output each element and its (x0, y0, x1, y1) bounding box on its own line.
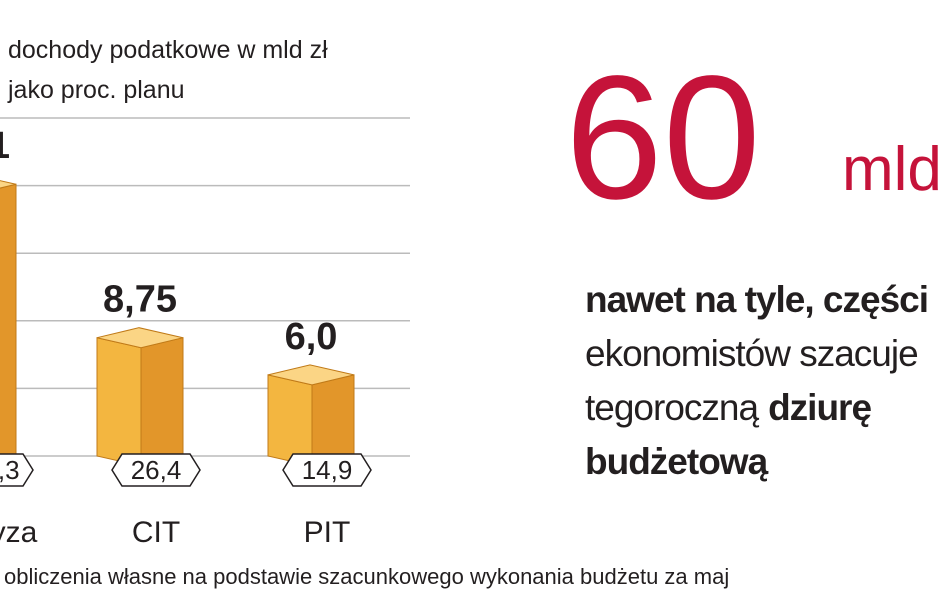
value-label: 20,1 (0, 125, 10, 167)
legend-amount: dochody podatkowe w mld zł (8, 36, 328, 64)
value-label: 8,75 (103, 279, 177, 321)
bar-side (0, 183, 17, 461)
value-label: 6,0 (285, 316, 338, 358)
percent-tag (111, 453, 201, 487)
legend-percent: jako proc. planu (7, 76, 185, 104)
percent-tag (0, 453, 34, 487)
bar-side (140, 337, 184, 467)
bar-front (267, 374, 313, 467)
bar-side (311, 374, 355, 467)
source: obliczenia własne na podstawie szacunkow… (4, 564, 729, 589)
bar-top (0, 180, 17, 189)
category-label: Akcyza (0, 516, 38, 549)
bar-front (96, 337, 142, 467)
category-label: PIT (304, 516, 351, 549)
headline-unit: mld (842, 135, 942, 204)
paragraph-line: budżetową (585, 441, 769, 482)
paragraph-line: tegoroczną dziurę (585, 387, 871, 428)
paragraph-line: nawet na tyle, części (585, 279, 928, 320)
paragraph-bold: dziurę (768, 387, 871, 428)
paragraph-text: tegoroczną (585, 387, 759, 428)
category-label: CIT (132, 516, 180, 549)
percent-label: 111,3 (0, 455, 20, 485)
bar-top (96, 327, 184, 349)
headline-number: 60 (565, 40, 761, 236)
bar-top (267, 364, 355, 386)
percent-label: 14,9 (302, 455, 353, 485)
paragraph-line: ekonomistów szacuje (585, 333, 918, 374)
percent-label: 26,4 (131, 455, 182, 485)
percent-tag (282, 453, 372, 487)
